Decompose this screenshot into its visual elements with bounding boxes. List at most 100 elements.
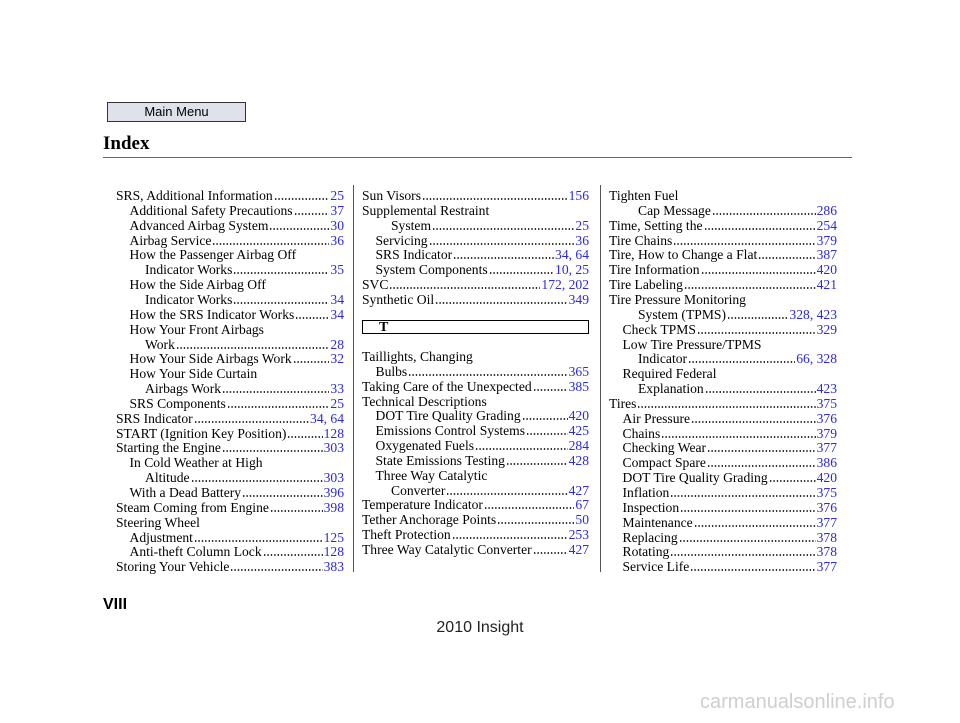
page-link[interactable]: 284 xyxy=(568,438,589,454)
page-link[interactable]: 66, 328 xyxy=(796,351,837,367)
page-link[interactable]: 286 xyxy=(816,202,837,218)
entry-text: Required Federal xyxy=(622,366,717,382)
page-link[interactable]: 378 xyxy=(816,529,837,545)
model-name: 2010 Insight xyxy=(436,619,524,636)
dot-leader xyxy=(453,256,555,261)
page-link[interactable]: 128 xyxy=(323,425,344,441)
dot-leader xyxy=(269,508,323,513)
page-link[interactable]: 420 xyxy=(816,262,837,278)
main-menu-button[interactable]: Main Menu xyxy=(107,102,246,122)
page-link[interactable]: 172, 202 xyxy=(541,277,589,293)
entry-text: Indicator xyxy=(638,351,688,367)
page-link[interactable]: 329 xyxy=(816,321,837,337)
page-link[interactable]: 376 xyxy=(816,499,837,515)
dot-leader xyxy=(683,286,816,291)
page-link[interactable]: 423 xyxy=(816,381,837,397)
page-link[interactable]: 253 xyxy=(568,527,589,543)
page-link[interactable]: 254 xyxy=(816,217,837,233)
index-entry: Storing Your Vehicle 383 xyxy=(116,559,344,575)
index-entry: Replacing 378 xyxy=(623,530,838,546)
index-entry: Time, Setting the 254 xyxy=(609,218,837,234)
page-link[interactable]: 32 xyxy=(330,351,344,367)
page-link[interactable]: 36 xyxy=(330,232,344,248)
entry-text: Supplemental Restraint xyxy=(362,202,490,218)
page-link[interactable]: 425 xyxy=(568,423,589,439)
index-entry: Altitude 303 xyxy=(145,470,344,486)
entry-text: Inflation xyxy=(622,485,670,500)
dot-leader xyxy=(532,551,568,556)
dot-leader xyxy=(408,372,568,377)
page-link[interactable]: 377 xyxy=(816,559,837,575)
page-link[interactable]: 34 xyxy=(330,291,344,307)
page-link[interactable]: 35 xyxy=(330,262,344,278)
page-link[interactable]: 30 xyxy=(330,217,344,233)
index-entry: Airbag Service 36 xyxy=(130,233,345,249)
page-link[interactable]: 10, 25 xyxy=(555,262,589,278)
dot-leader xyxy=(637,404,816,409)
dot-leader xyxy=(190,479,323,484)
section-header: T xyxy=(362,319,589,334)
dot-leader xyxy=(287,434,323,439)
page-link[interactable]: 125 xyxy=(323,529,344,545)
page-link[interactable]: 385 xyxy=(568,378,589,394)
page-link[interactable]: 156 xyxy=(568,188,589,203)
column-divider xyxy=(600,185,601,572)
page-link[interactable]: 303 xyxy=(323,440,344,456)
entry-text: Airbags Work xyxy=(145,381,222,397)
page-link[interactable]: 421 xyxy=(816,277,837,293)
index-entry: State Emissions Testing 428 xyxy=(376,453,590,469)
page-link[interactable]: 328, 423 xyxy=(789,306,837,322)
page-link[interactable]: 67 xyxy=(575,497,589,513)
page-link[interactable]: 428 xyxy=(568,452,589,468)
page-link[interactable]: 303 xyxy=(323,470,344,486)
page-link[interactable]: 376 xyxy=(816,410,837,426)
page-link[interactable]: 377 xyxy=(816,514,837,530)
index-entry: In Cold Weather at High xyxy=(130,455,345,471)
page-link[interactable]: 349 xyxy=(568,291,589,307)
index-entry: Work 28 xyxy=(145,337,344,353)
page-link[interactable]: 427 xyxy=(568,482,589,498)
entry-text: Rotating xyxy=(622,544,670,560)
dot-leader xyxy=(221,449,323,454)
page-link[interactable]: 34, 64 xyxy=(555,247,589,263)
page-link[interactable]: 25 xyxy=(575,217,589,233)
column-divider xyxy=(353,185,354,572)
page-link[interactable]: 365 xyxy=(568,363,589,379)
dot-leader xyxy=(175,345,330,350)
page-link[interactable]: 36 xyxy=(575,232,589,248)
page-link[interactable]: 396 xyxy=(323,485,344,500)
page-link[interactable]: 375 xyxy=(816,395,837,411)
page-link[interactable]: 398 xyxy=(323,499,344,515)
page-link[interactable]: 377 xyxy=(816,440,837,456)
index-entry: Temperature Indicator 67 xyxy=(362,497,589,513)
dot-leader xyxy=(707,449,816,454)
page-link[interactable]: 383 xyxy=(323,559,344,575)
header-rule xyxy=(103,157,852,158)
page-link[interactable]: 379 xyxy=(816,425,837,441)
page-link[interactable]: 25 xyxy=(330,188,344,203)
dot-leader xyxy=(428,241,575,246)
page-link[interactable]: 128 xyxy=(323,544,344,560)
page-link[interactable]: 50 xyxy=(575,512,589,528)
entry-text: Low Tire Pressure/TPMS xyxy=(622,336,762,352)
entry-text: Inspection xyxy=(622,499,680,515)
page-link[interactable]: 386 xyxy=(816,455,837,471)
page-link[interactable]: 33 xyxy=(330,381,344,397)
page-link[interactable]: 387 xyxy=(816,247,837,263)
dot-leader xyxy=(451,536,568,541)
index-entry: Bulbs 365 xyxy=(376,364,590,380)
index-entry: Checking Wear 377 xyxy=(623,440,838,456)
page-link[interactable]: 420 xyxy=(568,408,589,424)
page-link[interactable]: 427 xyxy=(568,542,589,558)
page-link[interactable]: 37 xyxy=(330,202,344,218)
dot-leader xyxy=(193,419,310,424)
page-link[interactable]: 34 xyxy=(330,306,344,322)
index-entry: Sun Visors 156 xyxy=(362,188,589,204)
page-link[interactable]: 25 xyxy=(330,395,344,411)
page-link[interactable]: 28 xyxy=(330,336,344,352)
page-link[interactable]: 379 xyxy=(816,232,837,248)
page-link[interactable]: 420 xyxy=(816,470,837,486)
page-link[interactable]: 375 xyxy=(816,485,837,500)
page-link[interactable]: 34, 64 xyxy=(310,410,344,426)
page-link[interactable]: 378 xyxy=(816,544,837,560)
